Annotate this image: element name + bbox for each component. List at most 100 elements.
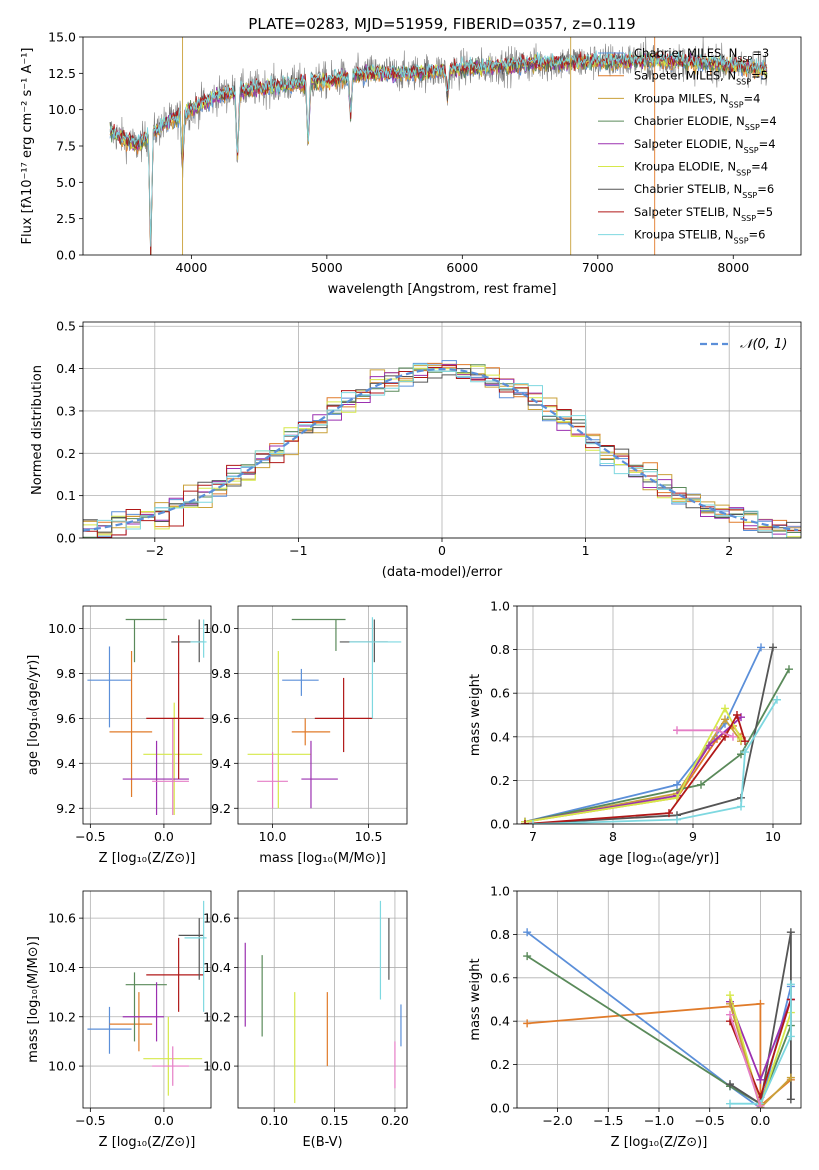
legend-entry: 𝒩(0, 1) — [740, 337, 787, 352]
spectrum-title: PLATE=0283, MJD=51959, FIBERID=0357, z=0… — [248, 15, 635, 33]
x-tick-label: 2 — [725, 543, 733, 558]
histogram-kroupa-elodie — [83, 365, 801, 538]
x-tick-label: 7 — [529, 829, 537, 844]
spectrum-legend: Chabrier MILES, NSSP=3 Salpeter MILES, NS… — [598, 46, 777, 245]
plot-frame — [237, 890, 408, 1109]
age-vs-Z-grid — [83, 606, 211, 824]
x-tick-label: 0.20 — [381, 1113, 409, 1128]
plus-marker — [741, 748, 749, 757]
y-tick-label: 10.4 — [203, 960, 231, 975]
plus-marker — [673, 780, 681, 789]
y-tick-label: 10.0 — [203, 1059, 231, 1074]
y-tick-label: 0.0 — [490, 1101, 510, 1116]
plus-marker — [665, 809, 673, 818]
y-tick-label: 10.0 — [48, 621, 76, 636]
weight-line-chabrier-stelib — [524, 647, 774, 824]
y-tick-label: 9.6 — [211, 711, 231, 726]
plot-frame — [82, 36, 802, 256]
y-tick-label: 0.6 — [490, 686, 510, 701]
mass-weight-vs-Z-panel: −2.0 −1.5 −1.0 −0.5 0.0 0.0 0.2 0.4 0.6 0.8 1.0 Z [… — [468, 884, 802, 1150]
x-axis-label: mass [log₁₀(M/M⊙)] — [259, 851, 386, 866]
x-axis-label: age [log₁₀(age/yr)] — [599, 851, 720, 866]
plus-marker — [737, 802, 745, 811]
plot-frame — [237, 605, 408, 825]
y-tick-label: 0.4 — [490, 729, 510, 744]
y-tick-label: 10.0 — [48, 102, 76, 117]
plus-marker — [757, 643, 765, 652]
y-axis-label: mass weight — [468, 674, 483, 756]
y-tick-label: 0.4 — [56, 361, 76, 376]
x-tick-label: −1 — [289, 543, 307, 558]
y-tick-label: 7.5 — [56, 139, 76, 154]
x-axis-label: Z [log₁₀(Z/Z⊙)] — [99, 1135, 196, 1150]
age-vs-mass-panel: 10.0 10.5 9.2 9.4 9.6 9.8 10.0 mass [log₁₀(M/M⊙… — [203, 605, 408, 866]
y-axis-label: mass [log₁₀(M/M⊙)] — [26, 936, 41, 1063]
y-axis-label: mass weight — [468, 958, 483, 1040]
plus-marker — [733, 711, 741, 719]
x-tick-label: 0.0 — [154, 829, 174, 844]
plus-marker — [721, 704, 729, 713]
y-tick-label: 0.2 — [490, 773, 510, 788]
plot-frame — [82, 890, 212, 1109]
plus-marker — [786, 1073, 795, 1082]
plus-marker — [523, 952, 532, 961]
x-tick-label: 0.15 — [321, 1113, 349, 1128]
x-tick-label: 8000 — [717, 260, 749, 275]
plus-marker — [721, 715, 729, 724]
weight-line-chabrier-elodie — [526, 955, 792, 1105]
y-tick-label: 9.4 — [211, 756, 231, 771]
x-axis-label: E(B-V) — [302, 1135, 342, 1150]
spectrum-lines — [109, 37, 768, 255]
y-tick-label: 10.0 — [203, 621, 231, 636]
x-axis-label: Z [log₁₀(Z/Z⊙)] — [99, 851, 196, 866]
x-tick-label: −0.5 — [695, 1113, 725, 1128]
x-tick-label: 10.5 — [355, 829, 383, 844]
plus-marker — [697, 780, 705, 789]
x-tick-label: 4000 — [175, 260, 207, 275]
x-tick-label: −1.0 — [644, 1113, 674, 1128]
plus-marker — [726, 1080, 734, 1089]
plus-marker — [786, 928, 795, 937]
y-tick-label: 9.8 — [56, 666, 76, 681]
legend-entry: Chabrier ELODIE, NSSP=4 — [634, 114, 777, 132]
y-tick-label: 0.0 — [56, 248, 76, 263]
x-tick-label: 0.10 — [260, 1113, 288, 1128]
y-tick-label: 0.5 — [56, 319, 76, 334]
y-tick-label: 0.0 — [56, 531, 76, 546]
x-tick-label: 0.0 — [750, 1113, 770, 1128]
y-tick-label: 0.4 — [490, 1014, 510, 1029]
y-tick-label: 0.2 — [490, 1057, 510, 1072]
age-vs-Z-panel: −0.5 0.0 9.2 9.4 9.6 9.8 10.0 Z [log₁₀(Z/Z⊙)] ag… — [26, 605, 212, 866]
y-tick-label: 9.8 — [211, 666, 231, 681]
legend-entry: Chabrier STELIB, NSSP=6 — [634, 182, 774, 200]
y-tick-label: 0.6 — [490, 970, 510, 985]
y-tick-label: 2.5 — [56, 211, 76, 226]
plus-marker — [786, 980, 795, 989]
x-tick-label: 9 — [689, 829, 697, 844]
weight-line-kroupa-miles — [729, 1003, 792, 1108]
y-tick-label: 10.6 — [48, 911, 76, 926]
x-tick-label: 7000 — [582, 260, 614, 275]
plus-marker — [705, 741, 713, 750]
y-tick-label: 9.6 — [56, 711, 76, 726]
x-tick-label: −2 — [146, 543, 164, 558]
spectrum-panel: PLATE=0283, MJD=51959, FIBERID=0357, z=0… — [20, 15, 802, 297]
plus-marker — [786, 1095, 795, 1104]
y-tick-label: 10.2 — [48, 1009, 76, 1024]
y-tick-label: 9.2 — [56, 801, 76, 816]
age-vs-mass-grid — [238, 606, 407, 824]
mass-weight-vs-age-panel: 7 8 9 10 0.0 0.2 0.4 0.6 0.8 1.0 age [log₁₀(age/yr… — [468, 599, 802, 866]
y-tick-label: 0.1 — [56, 488, 76, 503]
legend-entry: Salpeter MILES, NSSP=5 — [634, 69, 768, 87]
plus-marker — [756, 1075, 765, 1084]
residuals-panel: −2 −1 0 1 2 0.0 0.1 0.2 0.3 0.4 0.5 (data-model)/er… — [30, 319, 802, 580]
plus-marker — [786, 1032, 795, 1041]
legend-entry: Salpeter ELODIE, NSSP=4 — [634, 137, 776, 155]
x-tick-label: 0.0 — [154, 1113, 174, 1128]
plus-marker — [523, 1019, 532, 1028]
legend-entry: Kroupa ELODIE, NSSP=4 — [634, 160, 768, 178]
plot-frame — [516, 890, 802, 1109]
plot-frame — [82, 321, 802, 539]
x-tick-label: −0.5 — [75, 1113, 105, 1128]
